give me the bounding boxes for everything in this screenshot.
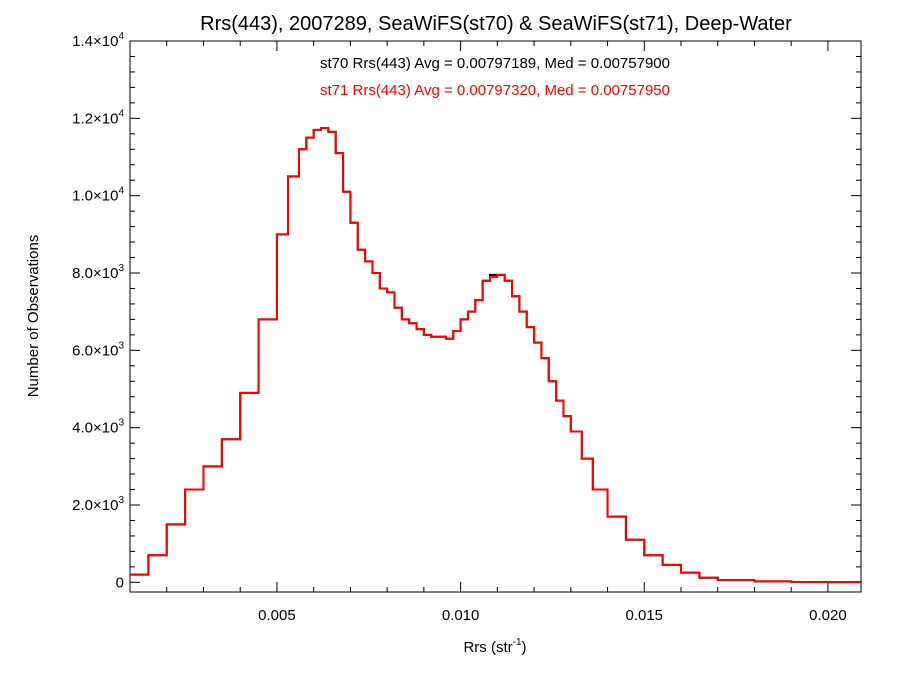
x-tick-label: 0.010 bbox=[442, 607, 480, 624]
y-tick-label: 4.0×103 bbox=[72, 418, 124, 437]
y-tick-label: 1.2×104 bbox=[72, 108, 124, 127]
plot-frame bbox=[129, 40, 862, 593]
y-tick-label: 2.0×103 bbox=[72, 495, 124, 514]
st70-histogram-line bbox=[130, 127, 862, 584]
st71-histogram-line bbox=[130, 127, 862, 584]
series-layer bbox=[130, 127, 862, 584]
st70-stats-annotation: st70 Rrs(443) Avg = 0.00797189, Med = 0.… bbox=[320, 55, 670, 72]
x-tick-label: 0.015 bbox=[625, 607, 663, 624]
st71-stats-annotation: st71 Rrs(443) Avg = 0.00797320, Med = 0.… bbox=[320, 82, 670, 99]
chart-title: Rrs(443), 2007289, SeaWiFS(st70) & SeaWi… bbox=[200, 13, 792, 35]
x-tick-label: 0.005 bbox=[258, 607, 296, 624]
y-tick-label: 6.0×103 bbox=[72, 340, 124, 359]
tick-labels: 0.005 0.010 0.015 0.020 0 2.0×103 4.0×103 6.0×1… bbox=[72, 31, 847, 624]
y-axis-label: Number of Observations bbox=[25, 235, 42, 398]
axis-ticks bbox=[129, 40, 861, 592]
x-tick-label: 0.020 bbox=[809, 607, 847, 624]
y-tick-label: 8.0×103 bbox=[72, 263, 124, 282]
y-tick-label: 0 bbox=[116, 574, 124, 591]
y-tick-label: 1.0×104 bbox=[72, 186, 124, 205]
y-tick-label: 1.4×104 bbox=[72, 31, 124, 50]
x-axis-label: Rrs (str-1) bbox=[463, 637, 526, 656]
